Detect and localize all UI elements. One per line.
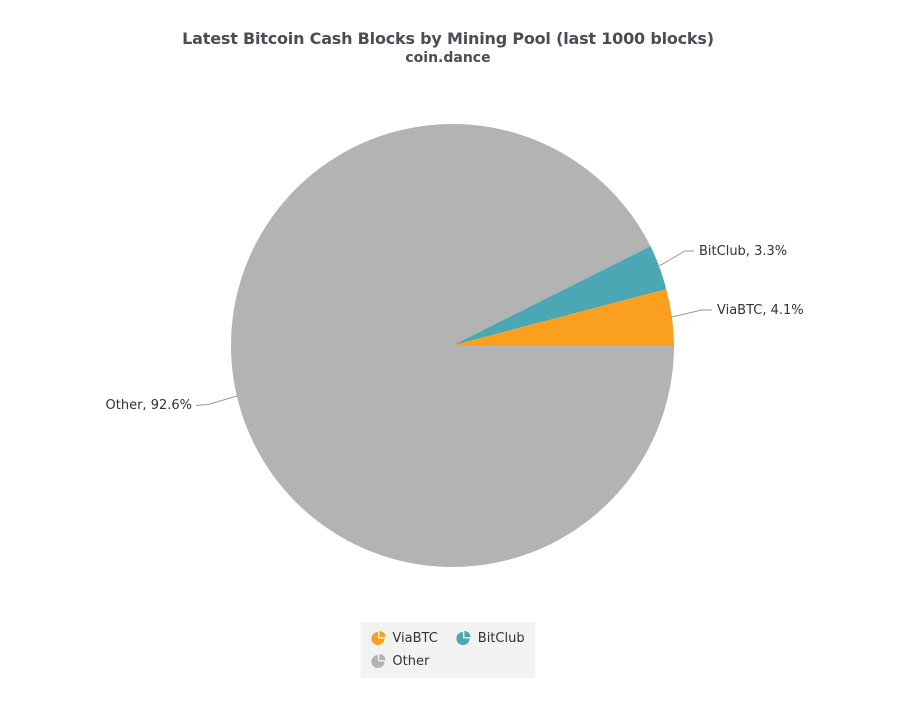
- legend-row: Other: [371, 654, 524, 669]
- pie-slice-bitclub[interactable]: [452, 246, 667, 346]
- data-label-bitclub: BitClub, 3.3%: [699, 244, 788, 259]
- chart-subtitle: coin.dance: [405, 50, 491, 66]
- chart-title: Latest Bitcoin Cash Blocks by Mining Poo…: [182, 29, 714, 48]
- pie-icon: [371, 654, 386, 669]
- legend-label-bitclub: BitClub: [477, 631, 525, 646]
- legend-row: ViaBTC BitClub: [371, 631, 525, 646]
- legend-item-bitclub[interactable]: BitClub: [456, 631, 525, 646]
- legend-label-other: Other: [392, 654, 430, 669]
- legend-label-viabtc: ViaBTC: [392, 631, 438, 646]
- data-label-viabtc: ViaBTC, 4.1%: [717, 303, 804, 318]
- pie-slice-other[interactable]: [231, 123, 674, 567]
- connector-line-bitclub: [656, 250, 694, 268]
- data-label-other: Other, 92.6%: [105, 398, 192, 413]
- connector-line-viabtc: [669, 309, 712, 318]
- connector-line-other: [195, 395, 238, 406]
- legend-item-viabtc[interactable]: ViaBTC: [371, 631, 438, 646]
- legend: ViaBTC BitClub: [360, 622, 536, 678]
- pie-slice-viabtc[interactable]: [452, 289, 675, 346]
- pie-icon: [371, 631, 386, 646]
- pie-icon: [456, 631, 471, 646]
- legend-item-other[interactable]: Other: [371, 654, 429, 669]
